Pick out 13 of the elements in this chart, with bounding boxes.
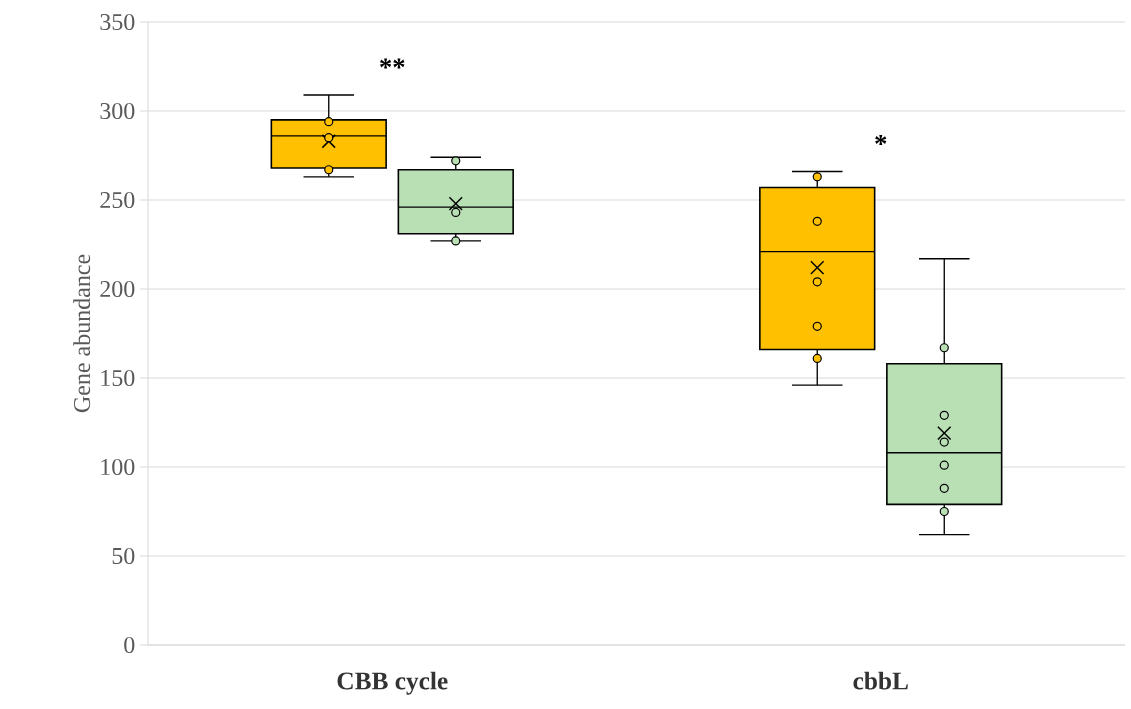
y-tick-label: 250 xyxy=(100,191,135,209)
annotation: ** xyxy=(380,58,405,69)
y-tick-label: 200 xyxy=(100,280,135,298)
y-tick-label: 300 xyxy=(100,102,135,120)
x-tick-label: CBB cycle xyxy=(337,671,448,695)
y-tick-label: 0 xyxy=(124,636,135,654)
y-tick-label: 350 xyxy=(100,13,135,31)
x-tick-label: cbbL xyxy=(853,671,908,690)
annotation: * xyxy=(875,134,887,146)
y-tick-label: 50 xyxy=(112,547,135,565)
y-tick-label: 100 xyxy=(101,458,135,476)
y-tick-label: 150 xyxy=(101,369,135,387)
y-axis-title: Gene abundance xyxy=(73,254,91,413)
